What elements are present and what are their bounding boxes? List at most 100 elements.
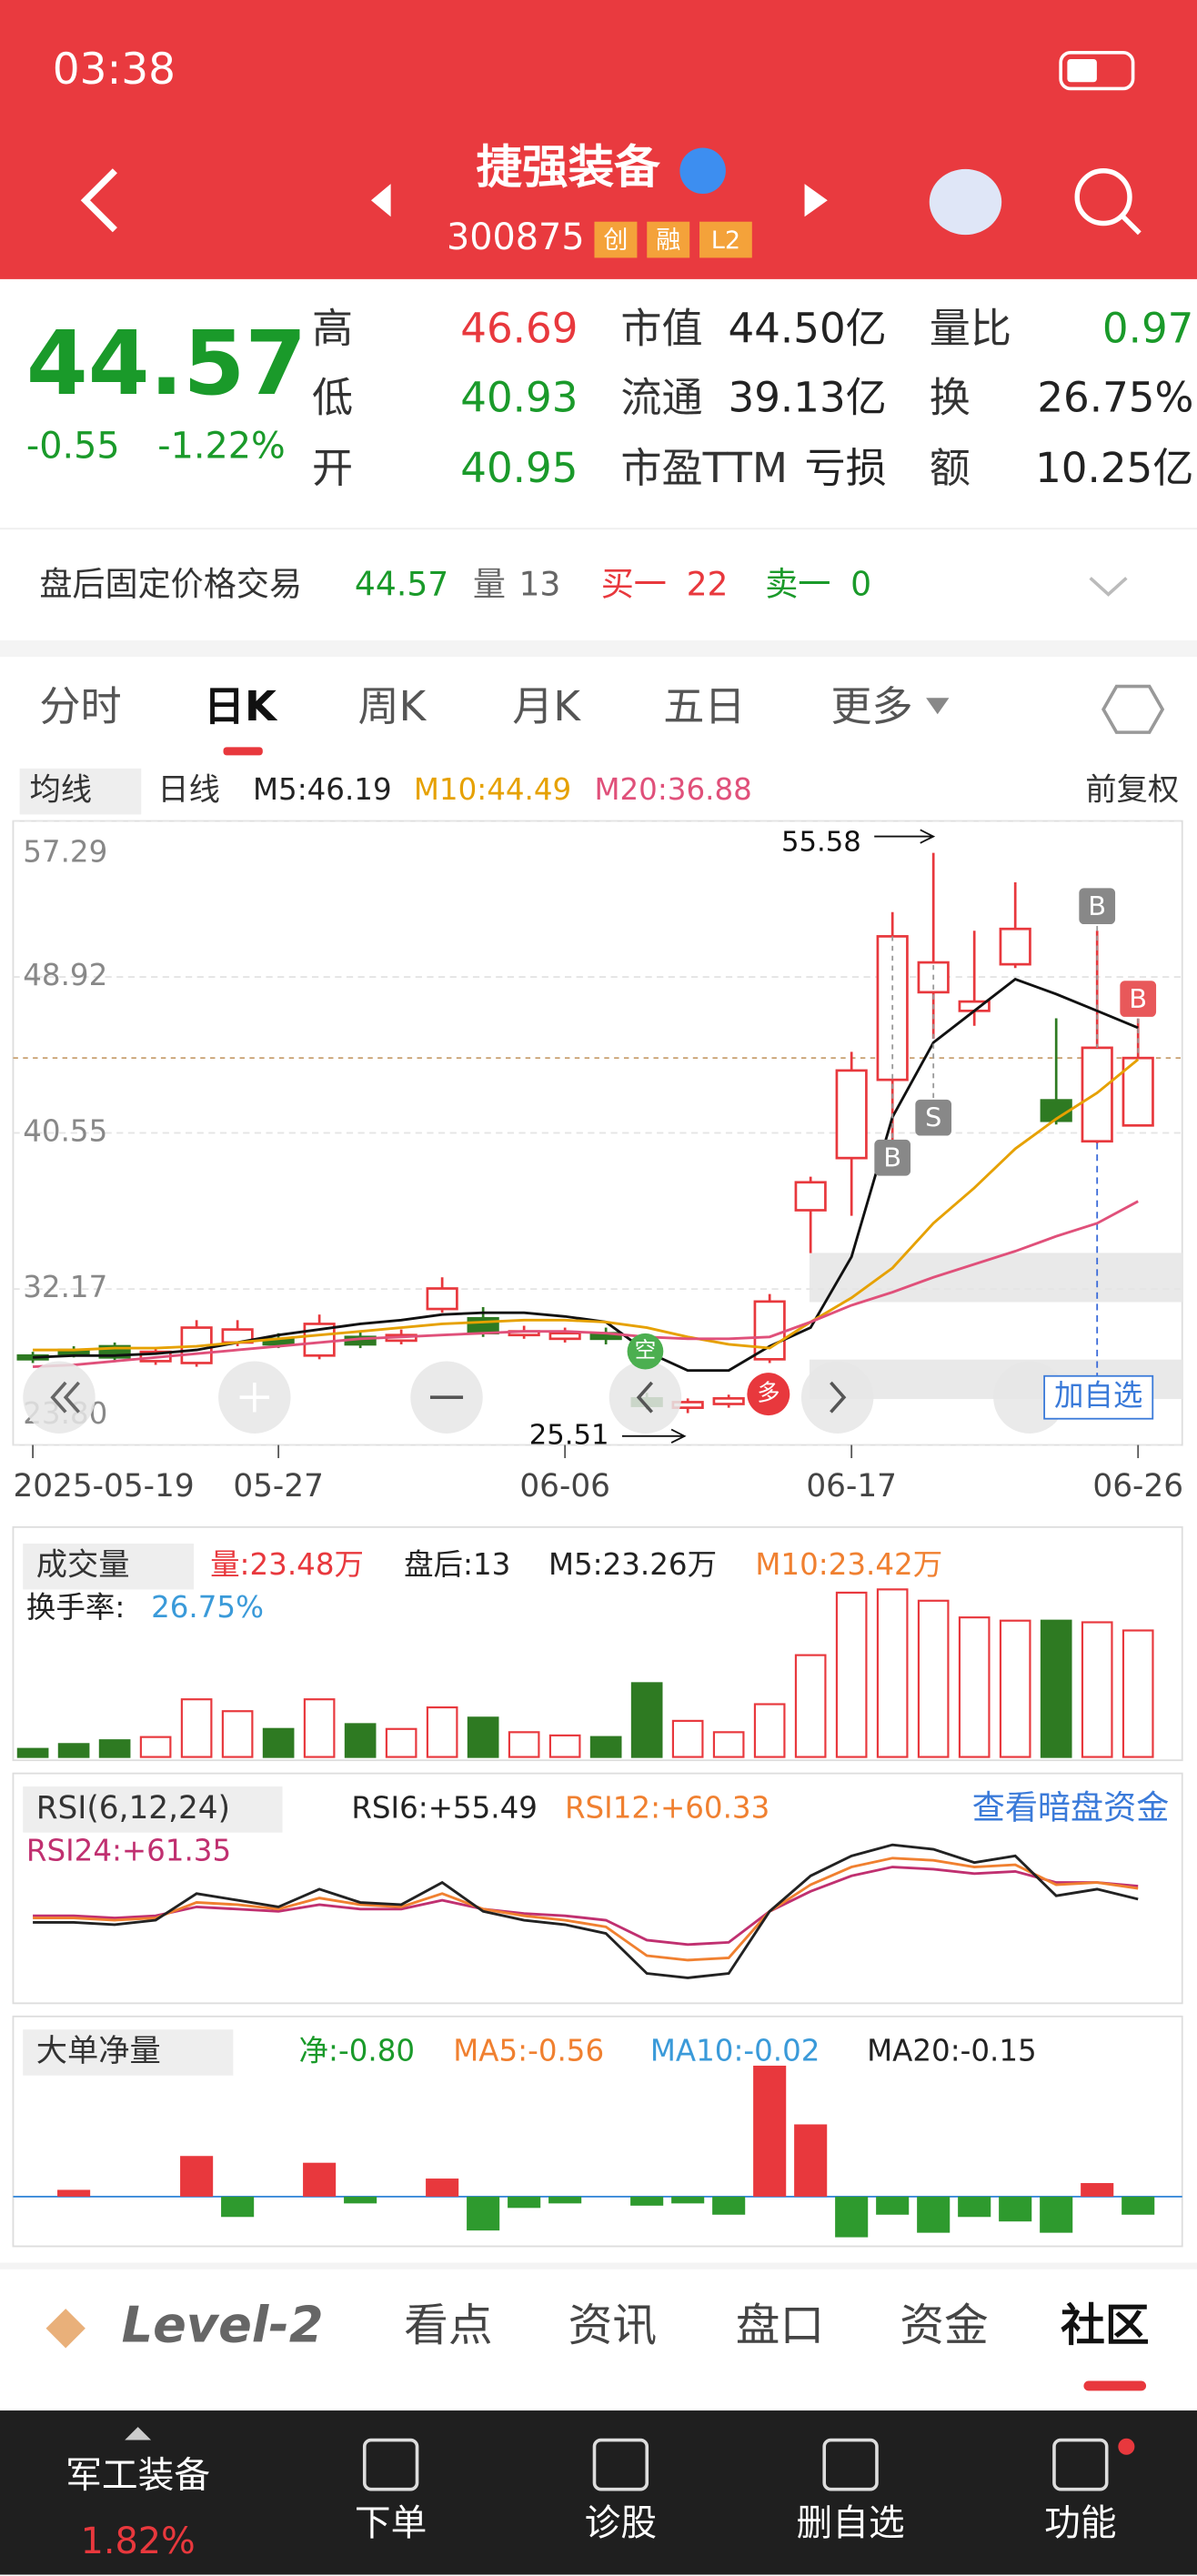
volume-bar [794,1654,827,1758]
stat-value: 40.93 [460,373,578,421]
order-bar [712,2196,746,2215]
legend-m20: M20:36.88 [594,772,751,807]
tab[interactable]: 日K [204,682,278,730]
candle-body [548,1332,581,1341]
back[interactable] [80,168,117,233]
volume-bar [262,1727,295,1758]
vol-after: 盘后:13 [404,1547,510,1582]
bottom-tab[interactable]: 看点 [404,2300,492,2351]
y-tick-label: 40.55 [23,1113,107,1148]
icon [239,1382,270,1413]
order-bar [794,2124,828,2197]
volume-bar [180,1698,213,1758]
tab[interactable]: 月K [512,682,581,730]
rsi-button[interactable] [23,1786,283,1833]
turnover-label: 换手率: [26,1590,125,1625]
tab[interactable]: 五日 [663,682,745,730]
btn-right[interactable] [800,1361,874,1434]
volume-bar [139,1736,172,1758]
stat-value: 40.95 [460,444,578,492]
bigorder-bars [13,2065,1182,2238]
marker-text: S [925,1102,941,1133]
prev[interactable] [370,184,391,217]
order-bar [344,2196,377,2204]
icon [50,1381,80,1414]
volume-bar [589,1736,622,1758]
bo-net: 净:-0.80 [299,2034,415,2068]
line [33,1058,1140,1352]
volume-bar [1081,1621,1113,1758]
y-tick-label: 32.17 [23,1270,107,1304]
gap [0,2262,1197,2269]
ah-vol-label: 量 [473,564,506,603]
search[interactable] [1074,168,1132,226]
candle-body [426,1287,458,1311]
candle-body [1122,1056,1154,1127]
add-watch[interactable] [1043,1374,1154,1420]
robot[interactable] [929,168,1002,236]
order-bar [1040,2196,1073,2233]
bottom-tab[interactable]: Level-2 [122,2296,324,2353]
order-bar [753,2065,787,2197]
order-bar [180,2156,214,2197]
bottom-tab[interactable]: 社区 [1061,2300,1149,2351]
candle-body [753,1300,786,1361]
order-bar [221,2196,255,2218]
rsi12: RSI12:+60.33 [565,1790,770,1825]
bigorder-frame [12,2015,1183,2248]
bottom-tab[interactable]: 资讯 [568,2300,657,2351]
btab-underline [1083,2380,1147,2391]
volume-bar [385,1727,417,1758]
btn-back[interactable] [23,1361,96,1434]
tool-label[interactable]: 下单 [355,2502,427,2544]
volume-bar [57,1743,90,1758]
stat-label: 市值 [620,305,702,353]
volume-bar [1040,1619,1072,1758]
bo-button[interactable] [23,2029,234,2076]
bottom-tab[interactable]: 资金 [900,2300,988,2351]
rsi24: RSI24:+61.35 [26,1833,231,1867]
sector-change: 1.82% [81,2521,196,2562]
sector[interactable]: 军工装备 [65,2455,210,2497]
order-bar [999,2196,1032,2222]
stat-value: 44.50亿 [729,305,887,353]
icon [830,1381,847,1414]
volume-bar [467,1716,499,1758]
next[interactable] [804,184,828,217]
volume-bar [548,1734,581,1758]
icon [636,1381,654,1414]
ma-button[interactable] [19,768,142,815]
dark-pool-link[interactable]: 查看暗盘资金 [972,1787,1170,1826]
tab[interactable]: 更多 [830,682,912,730]
low-arrow [621,1428,687,1444]
tool-label[interactable]: 诊股 [585,2502,657,2544]
bottom-tab[interactable]: 盘口 [736,2300,824,2351]
volume-bar [426,1706,458,1758]
battery-level [1067,58,1097,83]
volume-bar [303,1698,336,1758]
vol-button[interactable] [23,1543,195,1590]
bo-ma20: MA20:-0.15 [867,2034,1037,2068]
expand[interactable] [1089,577,1128,597]
marker [915,1099,952,1136]
legend-m5: M5:46.19 [253,772,392,807]
tab[interactable]: 分时 [39,682,121,730]
tab[interactable]: 周K [358,682,428,730]
tab-underline [223,747,263,756]
adjust[interactable]: 前复权 [1085,772,1179,809]
stat-value: 46.69 [460,305,578,353]
tools: 下单 诊股 删自选 功能 [355,2438,1135,2544]
tool-label[interactable]: 删自选 [797,2502,905,2544]
line [33,1843,1139,1979]
tool-label[interactable]: 功能 [1044,2502,1116,2544]
order-bar [671,2196,705,2204]
volume-bar [16,1747,49,1758]
high-label: 55.58 [781,826,861,858]
settings[interactable] [1101,684,1165,734]
tag-text: L2 [711,226,740,255]
stat-label: 换 [930,373,971,421]
tabs: 分时 日K 周K 月K 五日 更多 [39,682,950,730]
marker-text: B [883,1142,901,1173]
stat-label: 流通 [620,373,702,421]
btn-left[interactable] [609,1361,682,1434]
